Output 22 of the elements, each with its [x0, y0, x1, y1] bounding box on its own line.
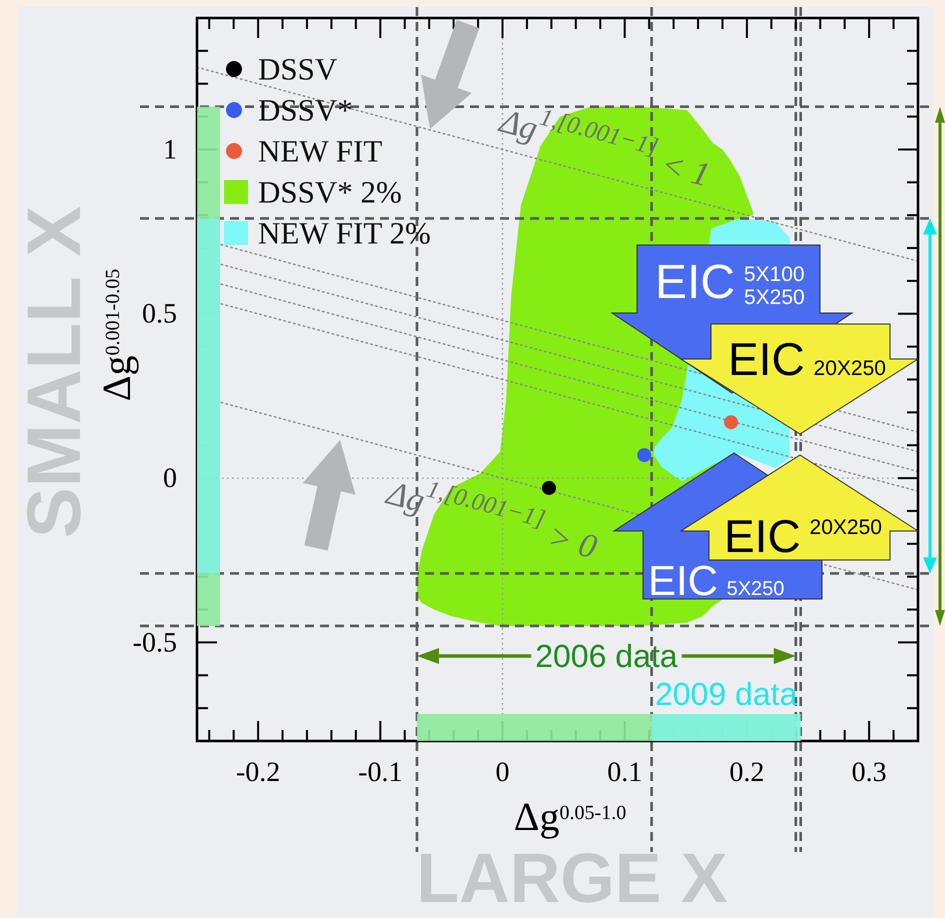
- legend-label: NEW FIT 2%: [258, 216, 431, 250]
- legend-label: DSSV: [258, 52, 338, 86]
- legend-label: DSSV* 2%: [258, 174, 402, 210]
- annotation: EIC 5X250: [648, 557, 784, 604]
- annotation: 2006 data: [535, 638, 678, 674]
- x-axis-title: Δg$^{0.05-1.0}$: [514, 794, 626, 839]
- y-tick-label: 1: [163, 134, 177, 166]
- y-tick-label: 0: [163, 463, 177, 494]
- point: [637, 448, 652, 462]
- x-tick-label: 0.1: [607, 756, 642, 788]
- legend-label: NEW FIT: [258, 134, 382, 168]
- x-tick-label: 0.2: [729, 756, 764, 788]
- x-tick-label: -0.2: [236, 756, 280, 788]
- x-tick-label: -0.1: [358, 756, 402, 788]
- annotation: 2009 data: [654, 676, 798, 712]
- annotation: EIC 20X250: [728, 333, 886, 385]
- x-tick-label: 0.3: [852, 756, 887, 788]
- point: [724, 415, 738, 430]
- x-tick-label: 0: [496, 756, 510, 788]
- y-tick-label: 0.5: [142, 298, 177, 330]
- y-tick-label: -0.5: [132, 627, 177, 658]
- legend-label: DSSV*: [258, 92, 353, 128]
